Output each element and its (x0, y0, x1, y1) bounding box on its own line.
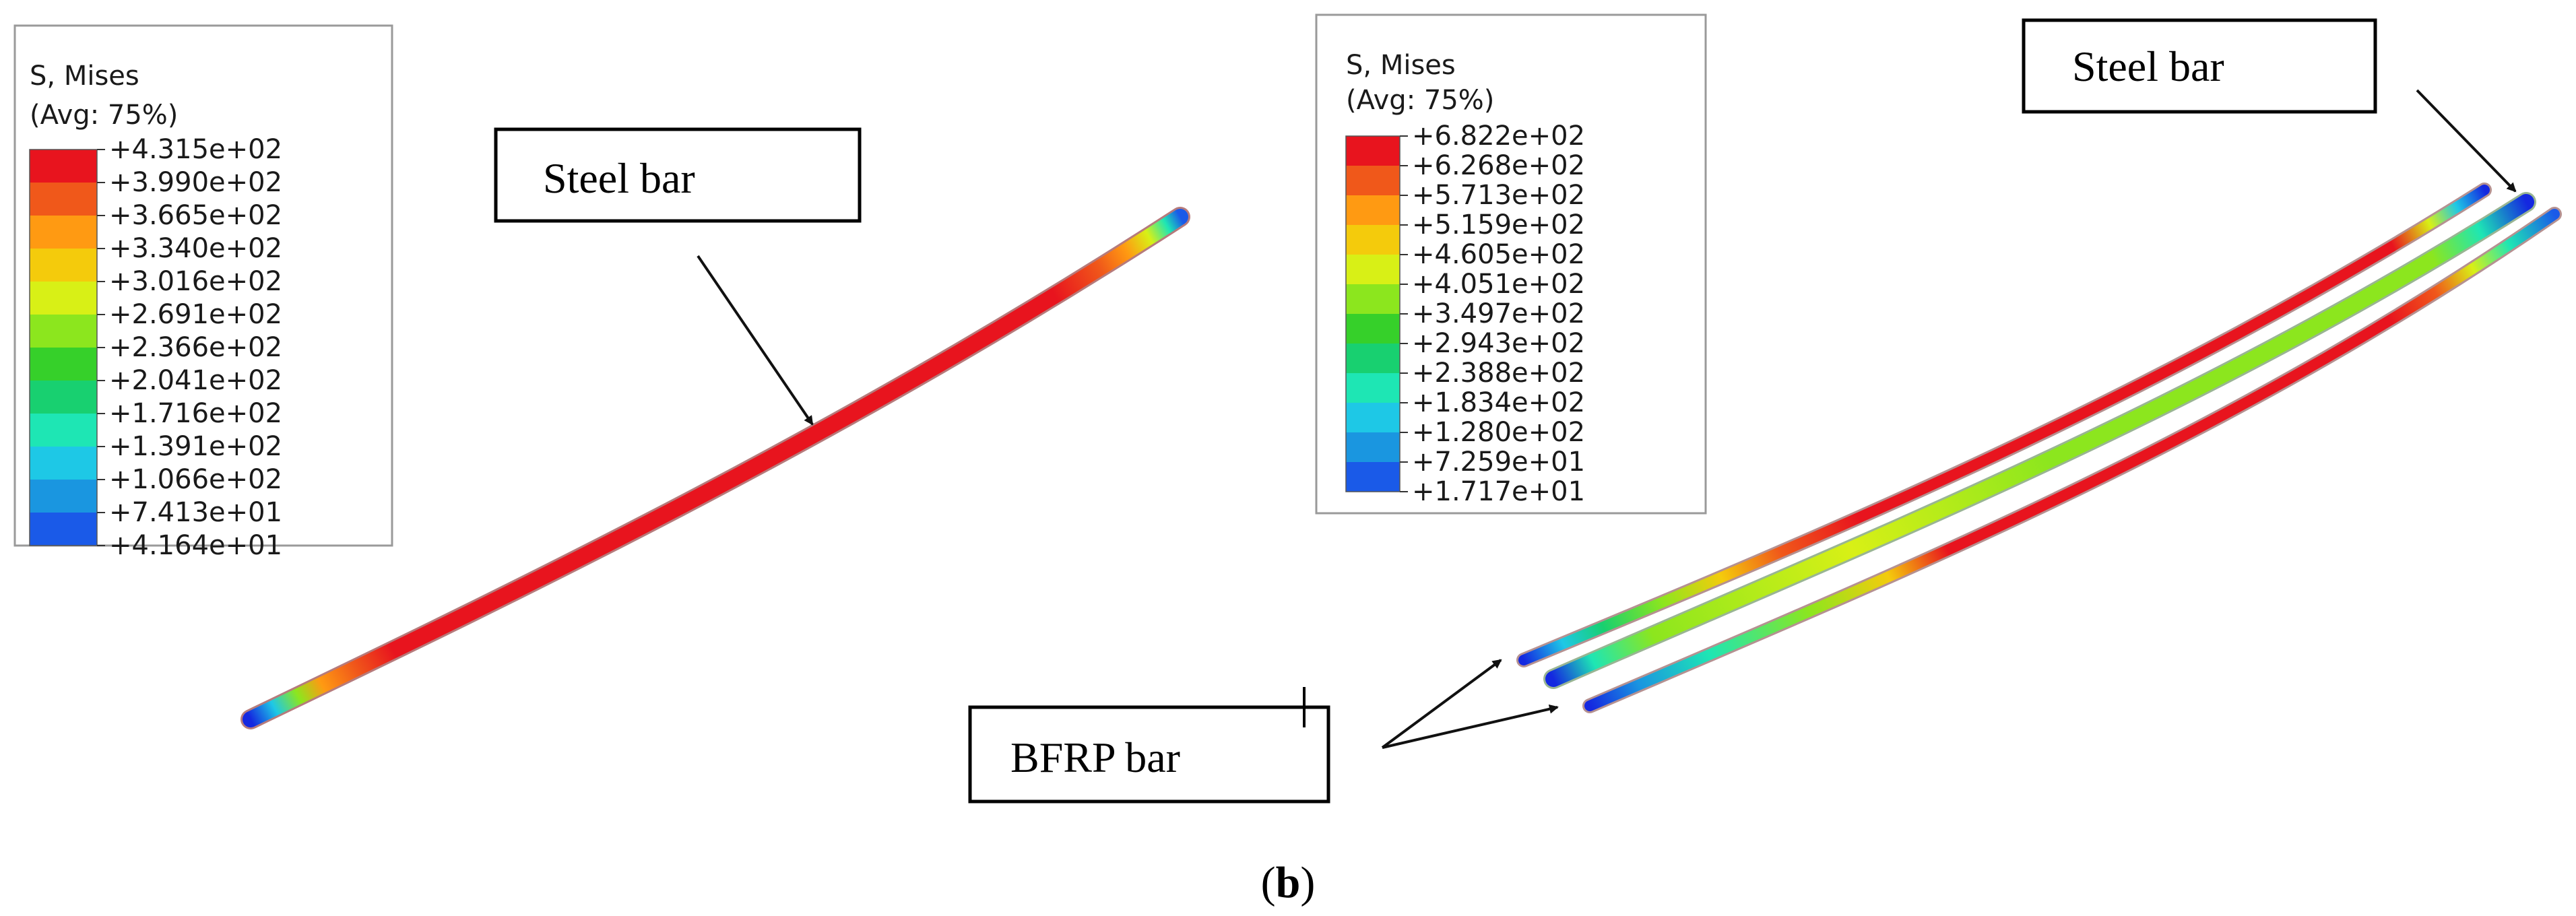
left-legend-value: +1.066e+02 (109, 464, 282, 495)
right-legend-value: +4.051e+02 (1412, 269, 1585, 300)
right-steel-label-box: Steel bar (2022, 18, 2377, 114)
caption-close-paren: ) (1300, 858, 1315, 907)
bfrp-label: BFRP bar (1010, 733, 1180, 781)
right-legend-swatch (1346, 225, 1400, 255)
right-legend-value: +2.943e+02 (1412, 328, 1585, 359)
left-legend-swatch (30, 315, 97, 348)
left-legend-value: +2.041e+02 (109, 365, 282, 396)
left-legend-value: +7.413e+01 (109, 497, 282, 528)
left-legend-swatch (30, 183, 97, 216)
left-legend-value: +1.391e+02 (109, 431, 282, 462)
caption-letter: b (1276, 858, 1301, 907)
bfrp-label-box: BFRP bar (968, 687, 1330, 804)
right-legend-subtitle: (Avg: 75%) (1346, 85, 1494, 116)
left-legend-swatch (30, 216, 97, 249)
right-legend-swatch (1346, 195, 1400, 225)
right-legend-value: +7.259e+01 (1412, 447, 1585, 478)
right-bottom-bfrp-bar (1582, 207, 2562, 713)
left-legend-swatch (30, 381, 97, 414)
left-legend-swatch (30, 282, 97, 315)
left-legend-title: S, Mises (30, 61, 139, 92)
left-legend-swatch (30, 414, 97, 447)
right-legend-value: +1.717e+01 (1412, 476, 1585, 507)
right-legend-value: +3.497e+02 (1412, 298, 1585, 329)
left-legend-value: +2.366e+02 (109, 332, 282, 363)
left-legend-swatch (30, 447, 97, 480)
right-legend-swatch (1346, 136, 1400, 166)
right-steel-label: Steel bar (2072, 42, 2224, 90)
right-legend-value: +6.268e+02 (1412, 150, 1585, 181)
right-legend-value: +2.388e+02 (1412, 358, 1585, 389)
left-legend: S, Mises (Avg: 75%) +4.315e+02+3.990e+02… (13, 24, 393, 561)
right-legend-swatch (1346, 255, 1400, 284)
right-legend-swatch (1346, 166, 1400, 195)
left-legend-swatch (30, 249, 97, 282)
figure-caption: (b) (1261, 858, 1316, 907)
left-legend-swatch (30, 348, 97, 381)
right-legend-swatch (1346, 284, 1400, 314)
right-legend-swatch (1346, 344, 1400, 373)
right-legend-swatch (1346, 403, 1400, 432)
left-legend-swatch (30, 150, 97, 183)
right-legend-swatch (1346, 462, 1400, 492)
left-legend-value: +3.665e+02 (109, 200, 282, 231)
right-steel-bar-body (1545, 194, 2534, 687)
left-steel-label: Steel bar (543, 154, 695, 202)
right-bottom-bar-body (1584, 209, 2560, 711)
right-legend-value: +6.822e+02 (1412, 121, 1585, 152)
left-legend-value: +3.990e+02 (109, 167, 282, 198)
left-legend-value: +4.164e+01 (109, 530, 282, 561)
left-legend-value: +4.315e+02 (109, 134, 282, 165)
caption-open-paren: ( (1261, 858, 1276, 907)
left-legend-value: +2.691e+02 (109, 299, 282, 330)
right-legend: S, Mises (Avg: 75%) +6.822e+02+6.268e+02… (1315, 13, 1707, 515)
bfrp-arrow-upper (1381, 659, 1502, 749)
left-legend-value: +3.016e+02 (109, 266, 282, 297)
right-legend-swatch (1346, 373, 1400, 403)
right-top-bfrp-bar (1516, 183, 2492, 667)
left-legend-swatch (30, 480, 97, 513)
left-steel-bar-body (243, 209, 1188, 727)
right-legend-title: S, Mises (1346, 50, 1456, 81)
right-top-bar-body (1518, 185, 2490, 665)
right-legend-value: +1.280e+02 (1412, 417, 1585, 448)
left-legend-value: +1.716e+02 (109, 398, 282, 429)
right-legend-swatch (1346, 432, 1400, 462)
left-legend-subtitle: (Avg: 75%) (30, 100, 178, 131)
right-legend-labels: +6.822e+02+6.268e+02+5.713e+02+5.159e+02… (1400, 121, 1585, 507)
left-legend-swatches (29, 149, 98, 546)
right-legend-value: +4.605e+02 (1412, 239, 1585, 270)
right-legend-value: +1.834e+02 (1412, 387, 1585, 418)
right-legend-value: +5.713e+02 (1412, 180, 1585, 211)
left-steel-arrow (697, 255, 814, 426)
right-legend-swatches (1345, 135, 1400, 492)
right-steel-arrow (2416, 89, 2517, 193)
left-legend-value: +3.340e+02 (109, 233, 282, 264)
right-legend-swatch (1346, 314, 1400, 344)
right-legend-value: +5.159e+02 (1412, 209, 1585, 240)
left-legend-swatch (30, 513, 97, 546)
bfrp-arrow-lower (1382, 704, 1559, 749)
left-steel-label-box: Steel bar (494, 127, 862, 223)
left-steel-bar (240, 207, 1190, 729)
right-steel-bar (1543, 192, 2536, 689)
left-legend-labels: +4.315e+02+3.990e+02+3.665e+02+3.340e+02… (97, 134, 282, 561)
